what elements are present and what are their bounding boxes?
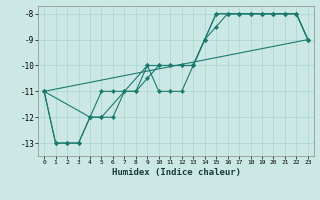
X-axis label: Humidex (Indice chaleur): Humidex (Indice chaleur) <box>111 168 241 177</box>
